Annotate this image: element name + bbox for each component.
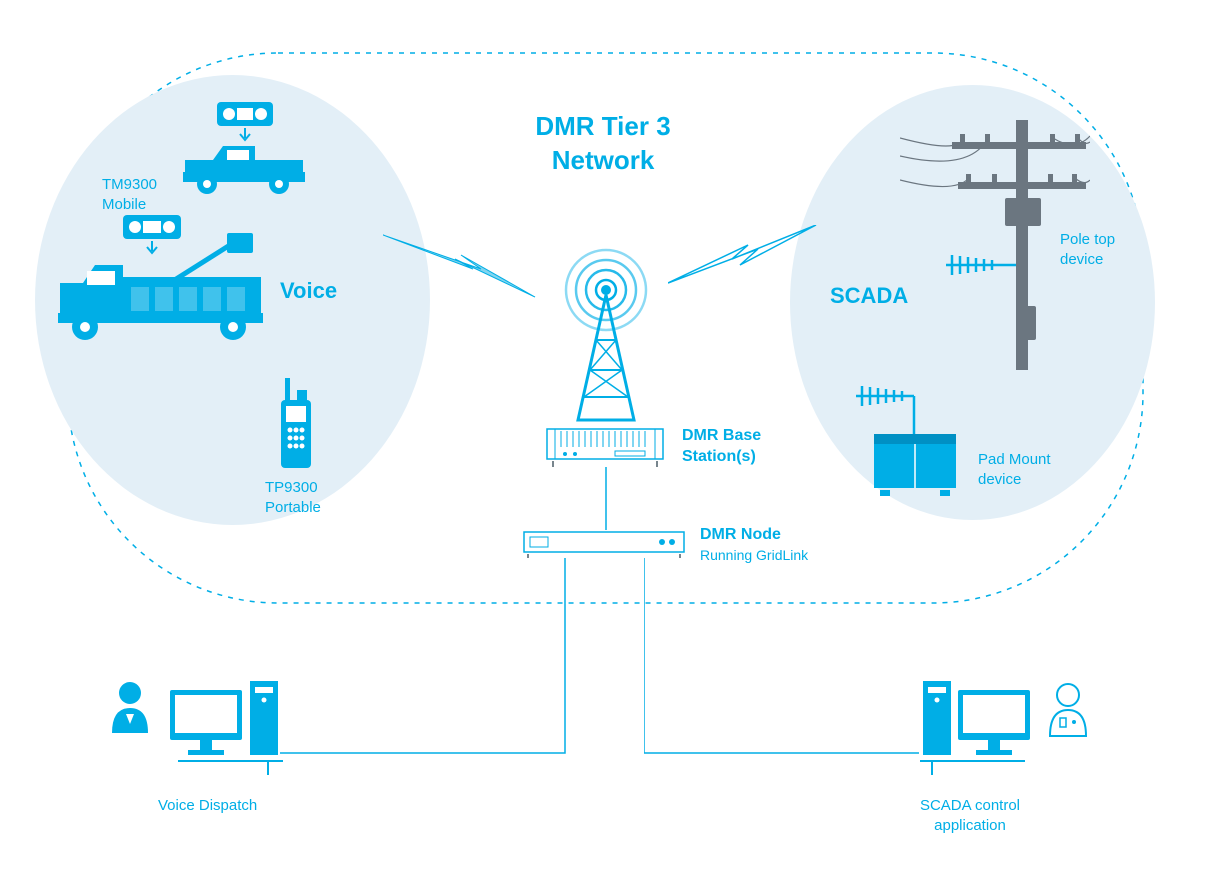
scada-section-label: SCADA [830, 283, 908, 309]
base-station-icon [545, 427, 665, 467]
tp9300-label: TP9300 Portable [265, 478, 321, 517]
pole-top-label: Pole top device [1060, 230, 1115, 269]
lightning-right-icon [668, 225, 818, 290]
title-line1: DMR Tier 3 [535, 111, 670, 141]
base-station-label: DMR Base Station(s) [682, 426, 761, 468]
link-base-node [600, 467, 612, 530]
lightning-left-icon [383, 227, 538, 302]
tm9300-label-line2: Mobile [102, 196, 146, 213]
antenna-tower-icon [552, 245, 660, 425]
pad-mount-icon [852, 378, 967, 498]
pole-top-label-line2: device [1060, 251, 1103, 268]
voice-dispatch-label: Voice Dispatch [158, 796, 257, 816]
scada-control-icon [920, 678, 1095, 778]
base-station-label-line1: DMR Base [682, 427, 761, 444]
title-line2: Network [552, 145, 655, 175]
diagram-title: DMR Tier 3 Network [535, 110, 670, 178]
tm9300-label-line1: TM9300 [102, 176, 157, 193]
pad-mount-label-line2: device [978, 471, 1021, 488]
voice-section-label: Voice [280, 278, 337, 304]
tp9300-label-line2: Portable [265, 499, 321, 516]
dmr-node-label-title: DMR Node [700, 526, 781, 543]
pad-mount-label: Pad Mount device [978, 450, 1051, 489]
scada-control-label-line2: application [934, 817, 1006, 834]
diagram-canvas: DMR Tier 3 Network Voice SCADA TM9300 Mo… [0, 0, 1206, 882]
tp9300-icon [275, 378, 320, 473]
scada-control-label-line1: SCADA control [920, 797, 1020, 814]
tp9300-label-line1: TP9300 [265, 479, 318, 496]
base-station-label-line2: Station(s) [682, 448, 756, 465]
bucket-truck-icon [55, 215, 270, 345]
tm9300-icon [175, 102, 315, 197]
dmr-node-icon [522, 530, 687, 558]
pole-top-label-line1: Pole top [1060, 231, 1115, 248]
link-node-dispatch [280, 558, 570, 758]
link-node-scada [644, 558, 919, 758]
pad-mount-label-line1: Pad Mount [978, 451, 1051, 468]
scada-control-label: SCADA control application [895, 796, 1045, 835]
tm9300-label: TM9300 Mobile [102, 175, 157, 214]
voice-dispatch-icon [108, 678, 283, 778]
